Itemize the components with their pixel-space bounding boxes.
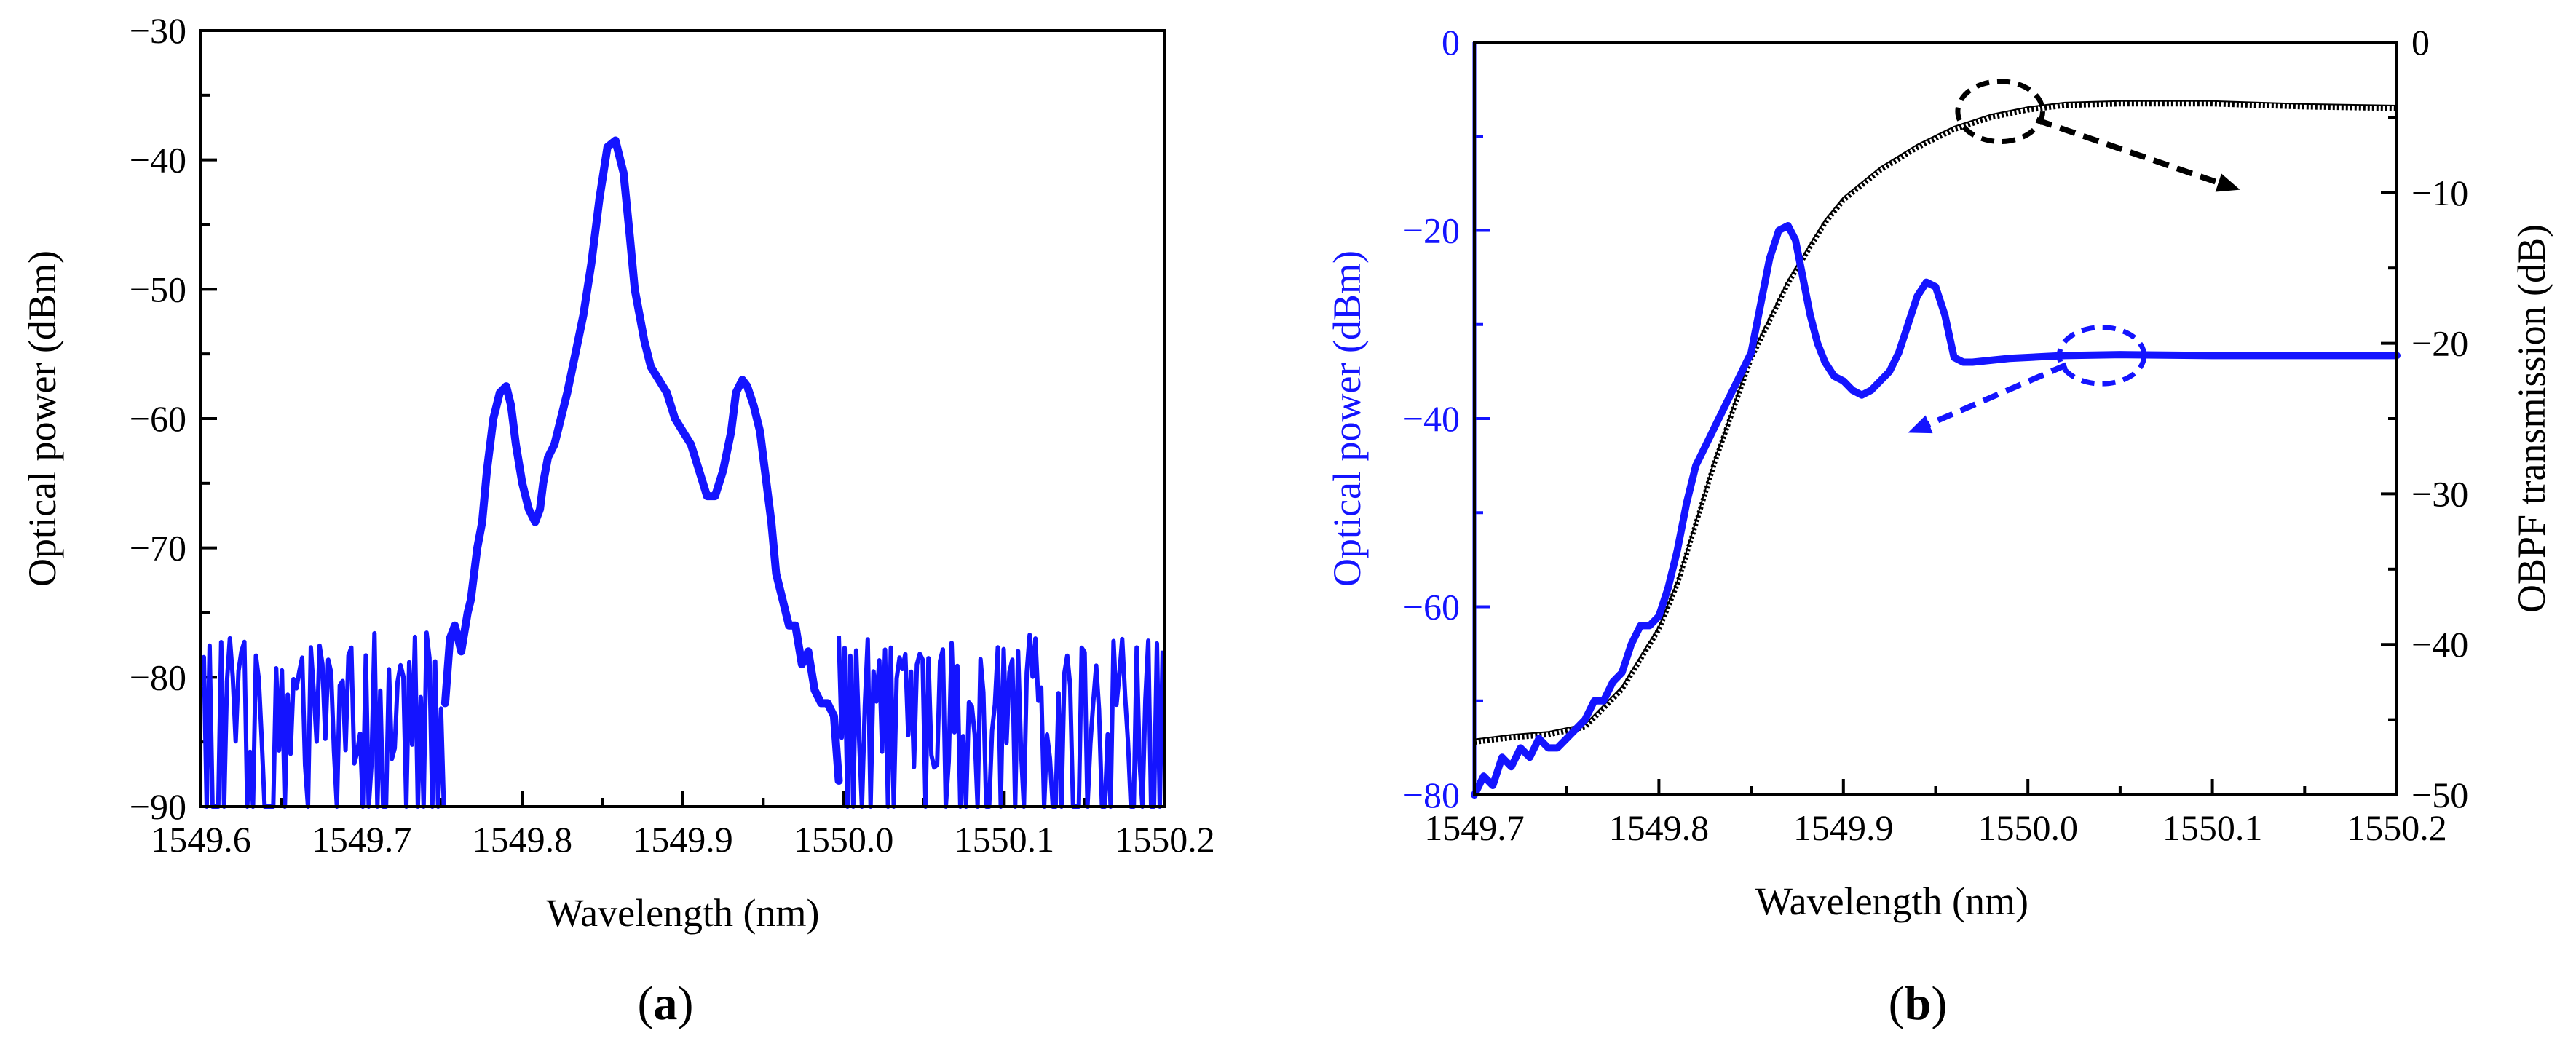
panel-b-x-axis-title: Wavelength (nm) — [1755, 879, 2028, 923]
panel-b-y-tick-label: −80 — [1403, 775, 1460, 815]
panel-a-y-tick-label: −80 — [130, 657, 186, 697]
panel-b-x-tick-label: 1550.2 — [2347, 807, 2447, 848]
panel-b-y-tick-label: −60 — [1403, 587, 1460, 628]
panel-b-black-ellipse-arrow-head — [2215, 173, 2240, 192]
panel-b-black-ellipse-arrow-shaft — [2035, 116, 2223, 187]
panel-a-tick-labels: 1549.6 1549.7 1549.8 1549.9 1550.0 1550.1 1550… — [130, 10, 1215, 860]
panel-b-annotations — [1908, 79, 2240, 434]
panel-a-x-tick-label: 1549.6 — [151, 819, 251, 860]
panel-b-x-tick-label: 1550.0 — [1978, 807, 2078, 848]
panel-a-noise-left — [199, 630, 446, 809]
panel-a-x-tick-label: 1549.7 — [312, 819, 412, 860]
panel-b-y2-tick-label: 0 — [2411, 22, 2430, 63]
panel-b-y-tick-label: 0 — [1442, 22, 1460, 63]
panel-b-label: (b) — [1889, 977, 1948, 1030]
panel-b-x-tick-label: 1549.7 — [1424, 807, 1525, 848]
panel-a-x-tick-label: 1550.2 — [1115, 819, 1215, 860]
panel-a-series — [440, 136, 843, 785]
panel-a-plot-frame — [199, 29, 1166, 808]
panel-b-x-tick-label: 1550.1 — [2162, 807, 2263, 848]
panel-a-x-tick-label: 1550.1 — [955, 819, 1055, 860]
panel-b-obpf-transmission-line — [1474, 101, 2398, 745]
panel-b-y2-tick-label: −10 — [2411, 173, 2468, 213]
panel-b-y-tick-label: −20 — [1403, 210, 1460, 251]
panel-b-y2-tick-label: −30 — [2411, 473, 2468, 514]
panel-b-blue-ellipse-arrow-head — [1908, 415, 1933, 434]
panel-b-y2-tick-label: −50 — [2411, 775, 2468, 815]
panel-a-noise — [199, 630, 1165, 809]
panel-a-y-tick-label: −60 — [130, 398, 186, 439]
panel-b-series — [1471, 100, 2401, 799]
panel-a-y-tick-label: −90 — [130, 786, 186, 827]
panel-a-spectrum-line — [440, 136, 843, 785]
panel-a-x-axis-title: Wavelength (nm) — [546, 891, 819, 935]
panel-b-y2-tick-label: −40 — [2411, 624, 2468, 665]
panel-a-y-tick-label: −40 — [130, 140, 186, 181]
panel-a-noise-right — [837, 633, 1165, 809]
panel-a-label: (a) — [638, 977, 694, 1030]
panel-b-obpf-transmission-edge — [1474, 100, 2398, 740]
panel-b-blue-ellipse-arrow-shaft — [1925, 362, 2068, 428]
panel-b-optical-power-line — [1471, 222, 2401, 799]
panel-b-plot-frame — [1473, 41, 2398, 796]
panel-a-y-tick-label: −70 — [130, 528, 186, 569]
panel-b-tick-labels: 1549.7 1549.8 1549.9 1550.0 1550.1 1550.2 −80 −… — [1403, 22, 2468, 848]
panel-b-y2-tick-label: −20 — [2411, 323, 2468, 364]
panel-b-black-ellipse — [1955, 79, 2045, 144]
panel-a-x-tick-label: 1549.8 — [473, 819, 573, 860]
panel-a: 1549.6 1549.7 1549.8 1549.9 1550.0 1550.1 1550… — [20, 10, 1215, 1030]
panel-b-y2-axis-title: OBPF transmission (dB) — [2510, 224, 2553, 613]
panel-b-x-tick-label: 1549.8 — [1609, 807, 1710, 848]
panel-a-y-axis-title: Optical power (dBm) — [20, 250, 64, 587]
panel-b-y-tick-label: −40 — [1403, 398, 1460, 439]
panel-b: 1549.7 1549.8 1549.9 1550.0 1550.1 1550.2 −80 −… — [1325, 22, 2553, 1030]
panel-b-x-tick-label: 1549.9 — [1793, 807, 1894, 848]
panel-b-y-axis-title: Optical power (dBm) — [1325, 250, 1369, 587]
panel-a-y-tick-label: −50 — [130, 269, 186, 309]
panel-a-x-tick-label: 1550.0 — [794, 819, 894, 860]
panel-a-x-tick-label: 1549.9 — [633, 819, 733, 860]
panel-b-blue-ellipse — [2056, 325, 2147, 387]
panel-a-y-tick-label: −30 — [130, 10, 186, 51]
